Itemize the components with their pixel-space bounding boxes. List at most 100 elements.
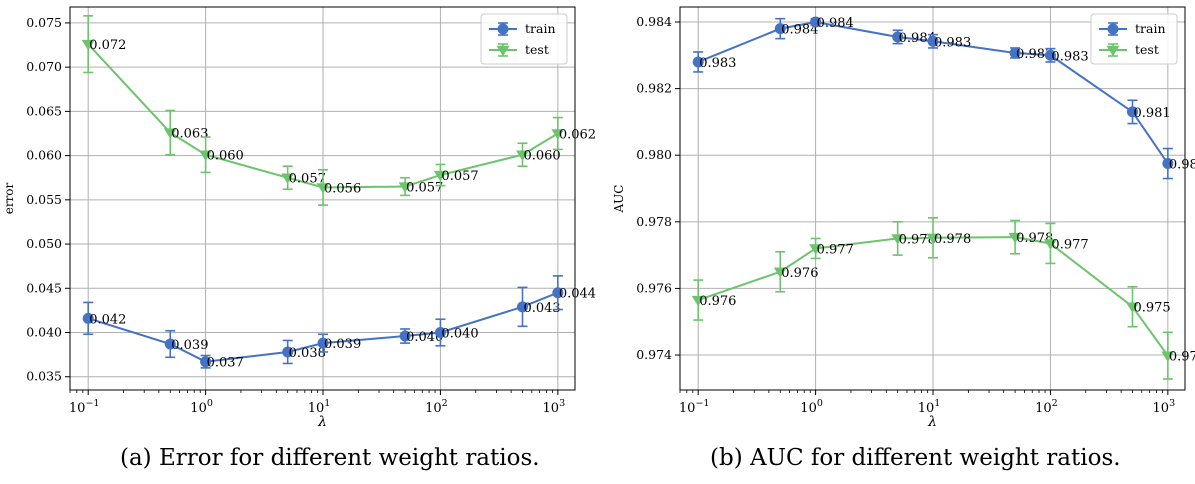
data-point (1162, 158, 1174, 170)
data-label: 0.042 (89, 312, 126, 327)
data-label: 0.060 (523, 149, 560, 164)
x-tick-label: 101 (308, 398, 331, 416)
y-axis-label: AUC (612, 185, 626, 214)
data-label: 0.060 (207, 149, 244, 164)
y-tick-label: 0.060 (26, 148, 62, 163)
data-label: 0.983 (1051, 49, 1088, 64)
data-label: 0.038 (289, 346, 326, 361)
y-tick-label: 0.976 (636, 280, 672, 295)
plot-frame (69, 6, 576, 391)
data-label: 0.040 (441, 327, 478, 342)
legend-label: train (525, 21, 556, 36)
y-tick-label: 0.980 (636, 147, 672, 162)
data-point (434, 327, 446, 339)
legend: train test (1090, 13, 1178, 65)
data-point (1008, 232, 1022, 244)
data-label: 0.063 (171, 127, 208, 142)
data-point (691, 295, 705, 307)
legend: train test (480, 13, 568, 65)
data-label: 0.057 (406, 181, 443, 196)
data-point (1009, 47, 1021, 59)
data-label: 0.057 (441, 169, 478, 184)
data-label: 0.983 (699, 56, 736, 71)
data-point (164, 338, 176, 350)
x-axis-label: λ (927, 414, 937, 430)
y-tick-label: 0.050 (26, 236, 62, 251)
series-train: 0.9830.9840.9840.9840.9830.9830.9830.981… (692, 16, 1195, 180)
data-point (163, 128, 177, 139)
data-label: 0.980 (1169, 158, 1195, 173)
data-label: 0.056 (324, 181, 361, 196)
y-tick-label: 0.035 (26, 369, 62, 384)
data-point (282, 346, 294, 358)
x-tick-label: 102 (425, 398, 448, 416)
data-point (773, 267, 787, 278)
x-tick-label: 100 (190, 398, 213, 416)
x-tick-label: 103 (1153, 398, 1176, 416)
y-tick-label: 0.974 (636, 347, 672, 362)
error-chart: 10−1 100 101 102 103 0.035 0.040 0.045 0.050 0.05… (2, 6, 596, 430)
legend-label: test (525, 42, 549, 57)
data-point (774, 23, 786, 35)
data-label: 0.062 (559, 127, 596, 142)
data-point (1044, 49, 1056, 61)
legend-marker (497, 23, 509, 35)
y-tick-label: 0.055 (26, 192, 62, 207)
x-tick-label: 10−1 (69, 398, 100, 416)
data-point (398, 182, 412, 193)
data-point (433, 170, 447, 182)
data-label: 0.975 (1133, 301, 1170, 316)
y-tick-label: 0.984 (636, 14, 672, 29)
data-point (891, 234, 905, 245)
data-point (551, 129, 565, 140)
data-point (281, 173, 295, 184)
data-label: 0.044 (559, 287, 596, 302)
legend-label: test (1135, 42, 1159, 57)
data-point (515, 150, 529, 161)
data-label: 0.977 (817, 242, 854, 257)
x-tick-label: 103 (543, 398, 566, 416)
x-tick-label: 102 (1035, 398, 1058, 416)
data-label: 0.984 (899, 31, 936, 46)
y-tick-label: 0.075 (26, 15, 62, 30)
legend-label: train (1135, 21, 1166, 36)
data-point (399, 330, 411, 342)
data-label: 0.983 (934, 35, 971, 50)
data-point (552, 287, 564, 299)
legend-marker (496, 45, 510, 57)
data-point (892, 31, 904, 43)
x-axis-label: λ (317, 414, 327, 430)
x-tick-label: 100 (800, 398, 823, 416)
x-tick-label: 101 (918, 398, 941, 416)
y-tick-label: 0.065 (26, 103, 62, 118)
legend-marker (1106, 45, 1120, 57)
x-tick-label: 10−1 (679, 398, 710, 416)
data-label: 0.039 (171, 338, 208, 353)
data-point (316, 183, 330, 194)
data-label: 0.040 (406, 330, 443, 345)
data-label: 0.983 (1016, 47, 1053, 62)
data-label: 0.984 (781, 23, 818, 38)
data-label: 0.037 (207, 356, 244, 371)
data-label: 0.978 (1016, 231, 1053, 246)
data-label: 0.978 (934, 232, 971, 247)
caption-a: (a) Error for different weight ratios. (120, 445, 540, 471)
data-point (810, 16, 822, 28)
data-point (1043, 239, 1057, 250)
data-point (1126, 106, 1138, 118)
legend-marker (1107, 23, 1119, 35)
plot-frame (679, 6, 1186, 391)
y-tick-label: 0.070 (26, 59, 62, 74)
data-label: 0.976 (699, 294, 736, 309)
data-label: 0.977 (1051, 237, 1088, 252)
data-label: 0.984 (817, 16, 854, 31)
data-point (200, 356, 212, 368)
data-label: 0.043 (523, 301, 560, 316)
data-point (926, 233, 940, 244)
data-point (809, 244, 823, 255)
data-point (317, 337, 329, 349)
data-label: 0.978 (899, 232, 936, 247)
